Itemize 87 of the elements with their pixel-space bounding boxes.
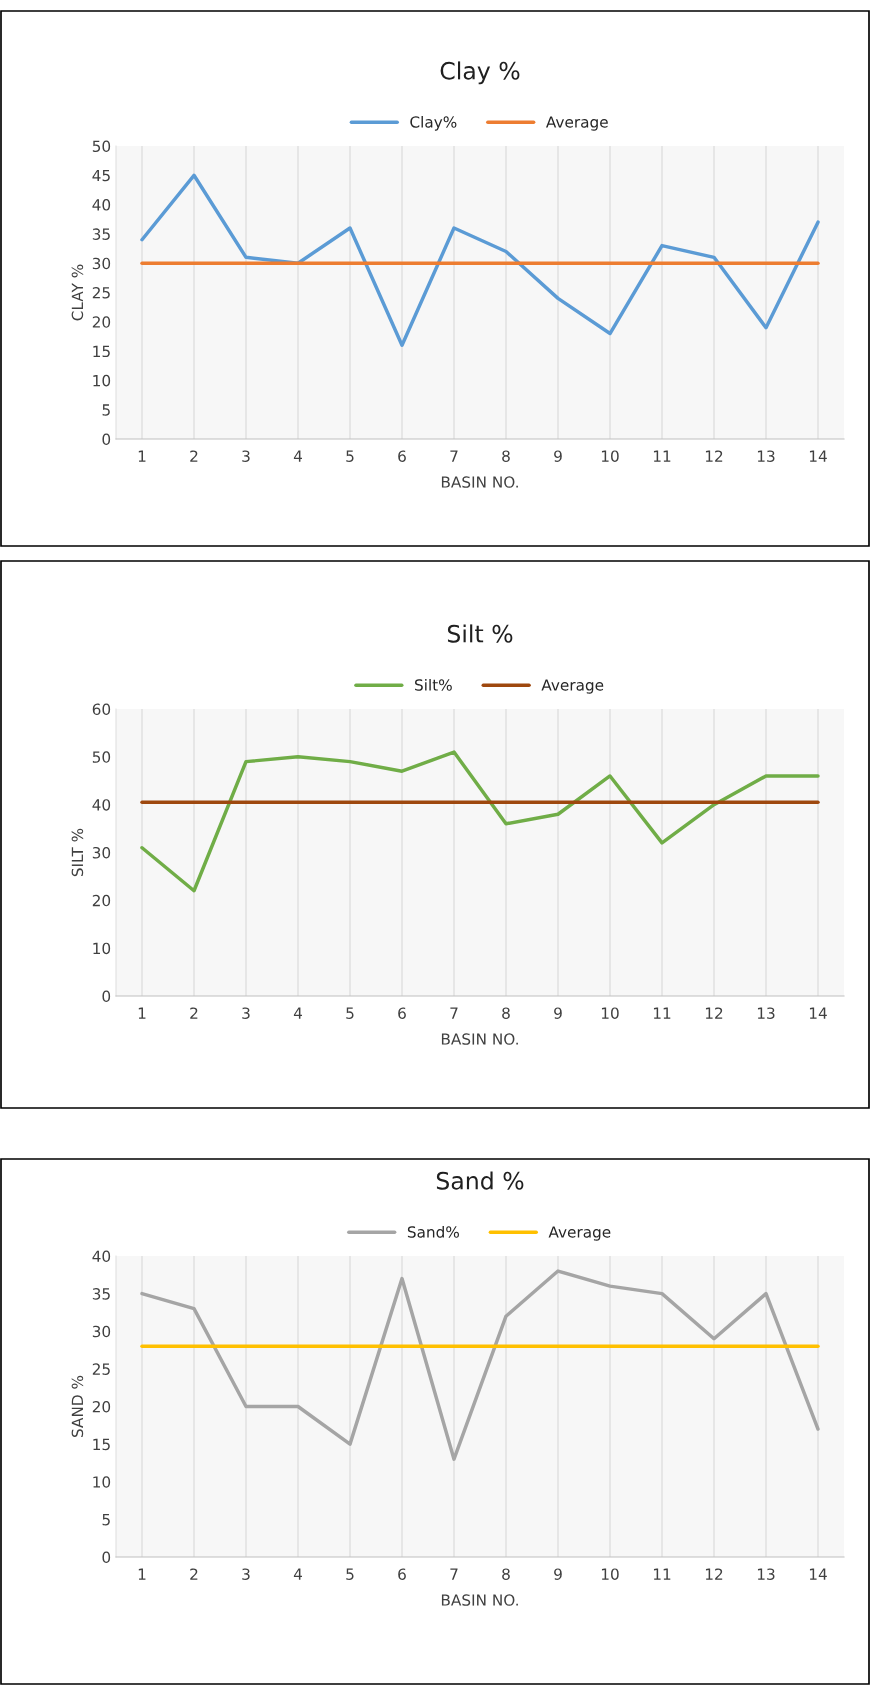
legend-label: Average [541,679,604,694]
y-axis-title: SAND % [71,1375,84,1437]
x-tick-label: 6 [398,1007,406,1019]
x-axis-title: BASIN NO. [441,1033,518,1045]
x-tick-label: 14 [809,1007,827,1019]
x-tick-label: 6 [398,1568,406,1580]
x-tick-label: 1 [138,450,146,462]
y-tick-label: 0 [102,1551,111,1564]
y-tick-label: 0 [102,433,111,446]
y-tick-label: 40 [92,1250,111,1263]
legend-label: Clay% [410,115,457,131]
y-tick-label: 40 [92,799,111,811]
y-tick-label: 5 [102,1514,110,1526]
x-tick-label: 8 [502,1007,510,1019]
y-tick-label: 10 [93,374,111,387]
line-series [140,1269,820,1461]
y-tick-label: 25 [92,286,110,299]
line-series [140,750,820,893]
x-tick-label: 2 [190,450,198,462]
y-axis-title: SILT % [71,828,84,877]
x-tick-label: 13 [757,450,775,462]
x-tick-label: 9 [554,1007,562,1019]
x-tick-label: 11 [653,1568,671,1580]
x-tick-label: 2 [190,1568,198,1580]
x-tick-label: 3 [242,450,250,462]
y-axis-title: CLAY % [71,264,84,321]
x-tick-label: 1 [138,1568,146,1580]
x-tick-label: 12 [705,1568,723,1580]
y-tick-label: 10 [93,942,111,955]
x-tick-label: 11 [653,1007,671,1019]
y-tick-label: 45 [92,169,110,182]
x-tick-label: 3 [242,1007,250,1019]
x-tick-label: 7 [450,450,458,462]
x-tick-label: 8 [502,450,510,462]
x-axis-title: BASIN NO. [441,476,518,488]
x-tick-label: 12 [705,1007,723,1019]
y-tick-label: 20 [92,894,111,907]
x-axis-title: BASIN NO. [441,1594,518,1606]
line-series [140,173,820,347]
y-tick-label: 10 [93,1476,111,1488]
legend-label: Average [546,116,608,131]
x-tick-label: 10 [601,1568,619,1580]
x-tick-label: 9 [554,1568,562,1580]
legend-label: Sand% [407,1225,459,1238]
y-tick-label: 0 [102,990,111,1003]
x-tick-label: 7 [450,1007,458,1019]
y-tick-label: 30 [92,257,111,270]
x-tick-label: 10 [601,1007,619,1019]
x-tick-label: 14 [809,1568,827,1580]
x-tick-label: 3 [242,1568,250,1580]
x-tick-label: 8 [502,1568,510,1580]
y-tick-label: 40 [92,199,111,211]
y-tick-label: 50 [92,751,111,763]
x-tick-label: 5 [346,450,354,462]
x-tick-label: 5 [346,1568,354,1580]
y-tick-label: 30 [92,1325,111,1338]
x-tick-label: 14 [809,450,827,462]
legend-label: Average [548,1226,611,1241]
y-tick-label: 25 [92,1363,110,1375]
x-tick-label: 4 [293,1007,302,1019]
x-tick-label: 6 [398,450,406,462]
y-tick-label: 15 [93,345,110,358]
x-tick-label: 4 [293,450,302,462]
y-tick-label: 15 [93,1438,110,1451]
x-tick-label: 1 [138,1007,146,1019]
y-tick-label: 35 [92,228,110,240]
chart-title: Sand % [436,1171,524,1190]
x-tick-label: 13 [757,1568,775,1580]
x-tick-label: 9 [554,450,562,462]
x-tick-label: 12 [705,450,723,462]
y-tick-label: 30 [92,846,111,859]
x-tick-label: 2 [190,1007,198,1019]
y-tick-label: 50 [92,140,111,153]
y-tick-label: 35 [92,1288,110,1300]
y-tick-label: 20 [92,316,111,328]
y-tick-label: 20 [92,1400,111,1413]
x-tick-label: 7 [450,1568,458,1580]
y-tick-label: 5 [102,404,110,416]
x-tick-label: 10 [601,450,619,462]
x-tick-label: 11 [653,450,671,462]
x-tick-label: 5 [346,1007,354,1019]
x-tick-label: 13 [757,1007,775,1019]
chart-title: Clay % [440,61,520,85]
y-tick-label: 60 [92,703,111,716]
x-tick-label: 4 [293,1568,302,1580]
legend-label: Silt% [415,678,452,691]
chart-title: Silt % [447,624,513,643]
